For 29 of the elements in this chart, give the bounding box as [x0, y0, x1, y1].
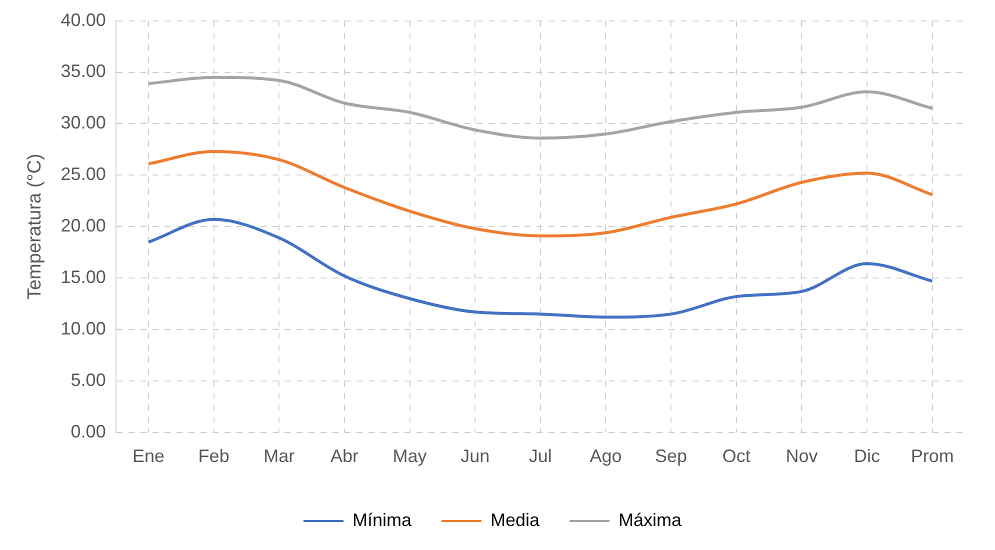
x-tick-label: Dic — [854, 446, 880, 466]
x-tick-label: Jun — [460, 446, 490, 466]
x-tick-label: Ene — [132, 446, 165, 466]
y-tick-label: 30.00 — [60, 112, 106, 133]
x-tick-label: May — [392, 446, 427, 466]
y-axis-title: Temperatura (°C) — [24, 154, 46, 300]
x-tick-label: Jul — [528, 446, 552, 466]
y-tick-label: 5.00 — [70, 370, 106, 390]
y-tick-label: 0.00 — [70, 421, 106, 442]
legend-label: Máxima — [618, 510, 683, 530]
x-tick-label: Sep — [655, 446, 688, 466]
line-series — [147, 76, 934, 140]
y-tick-label: 40.00 — [60, 10, 106, 30]
x-tick-label: Ago — [590, 446, 622, 466]
y-tick-label: 25.00 — [60, 164, 106, 184]
x-tick-label: Feb — [198, 446, 230, 466]
y-tick-label: 10.00 — [60, 318, 106, 338]
x-tick-label: Mar — [264, 446, 295, 466]
x-tick-label: Prom — [910, 446, 954, 466]
x-tick-label: Nov — [786, 446, 818, 466]
legend-label: Media — [490, 510, 540, 530]
x-tick-label: Abr — [330, 446, 358, 466]
x-tick-label: Oct — [722, 446, 750, 466]
legend-label: Mínima — [352, 510, 412, 530]
y-tick-label: 35.00 — [60, 61, 106, 82]
y-tick-label: 20.00 — [60, 216, 106, 236]
y-tick-label: 15.00 — [60, 267, 106, 288]
line-series — [147, 150, 934, 238]
line-series — [147, 218, 934, 319]
